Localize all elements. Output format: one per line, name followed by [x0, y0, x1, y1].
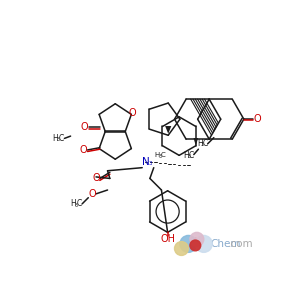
Text: H: H — [183, 151, 189, 160]
Text: N: N — [142, 157, 150, 166]
Text: 3: 3 — [158, 154, 161, 159]
Text: H: H — [197, 139, 203, 148]
Text: O: O — [92, 173, 100, 184]
Text: 3: 3 — [187, 154, 190, 159]
Text: O: O — [254, 114, 262, 124]
Text: OH: OH — [189, 237, 202, 246]
Text: 3: 3 — [201, 142, 204, 147]
Polygon shape — [194, 138, 198, 146]
Text: O: O — [128, 108, 136, 118]
Text: C: C — [76, 200, 82, 208]
Circle shape — [195, 236, 212, 252]
Text: Chem: Chem — [210, 239, 241, 249]
Text: C: C — [160, 152, 165, 158]
Text: 3: 3 — [57, 137, 60, 142]
Text: H: H — [52, 134, 58, 143]
Circle shape — [175, 242, 188, 256]
Text: C: C — [189, 151, 194, 160]
Text: C: C — [59, 134, 64, 143]
Text: 3: 3 — [74, 202, 77, 208]
Text: O: O — [81, 122, 88, 132]
Text: H: H — [154, 152, 160, 158]
Circle shape — [190, 240, 201, 251]
Text: O: O — [79, 145, 87, 155]
Circle shape — [180, 236, 197, 252]
Text: OH: OH — [160, 234, 175, 244]
Text: 3: 3 — [149, 160, 152, 166]
Text: C: C — [203, 139, 208, 148]
Polygon shape — [165, 126, 171, 134]
Text: .com: .com — [228, 239, 253, 249]
Text: H: H — [70, 200, 76, 208]
Circle shape — [190, 232, 204, 246]
Text: O: O — [88, 189, 96, 199]
